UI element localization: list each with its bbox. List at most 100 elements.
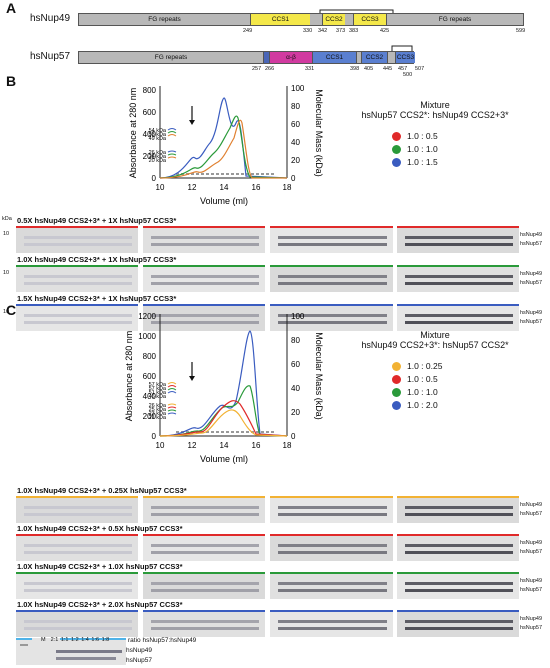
mass-label: 49 kDa: [149, 136, 167, 142]
gel-band: [24, 620, 132, 623]
gel-band: [278, 582, 387, 585]
gel-band: [24, 506, 132, 509]
gel-color-bar: [397, 496, 519, 498]
gel-band: [24, 275, 132, 278]
band-label: hsNup57: [520, 280, 543, 286]
gel-band: [24, 282, 132, 285]
nup49-tick: 383: [349, 28, 359, 34]
gel-band: [151, 544, 259, 547]
panel-letter-b: B: [6, 73, 17, 89]
y-left-label: Absorbance at 280 nm: [124, 331, 134, 422]
trace-red: [159, 400, 288, 437]
mass-label: 26 kDa: [149, 150, 167, 156]
yl-tick: 1200: [138, 312, 156, 321]
x-tick: 12: [188, 183, 197, 192]
gel-strip: [397, 496, 519, 523]
gel-strip: [16, 265, 138, 292]
sec-chart-c: 0 200 400 600 800 1000 1200 0 20 40 60 8…: [124, 312, 324, 464]
gel-strip: [16, 226, 138, 253]
gel-band: [405, 620, 513, 623]
gel-strip: [16, 304, 138, 331]
gel-strip: [397, 534, 519, 561]
gel-band: [405, 627, 513, 630]
ratio-lanes: M 2:1 1:1 1:2 1:4 1:6 1:8: [41, 637, 110, 643]
gel-strip: [270, 496, 393, 523]
mass-label: 24 kDa: [149, 154, 167, 160]
nup49-tick: 599: [516, 28, 526, 34]
gel-color-bar: [16, 304, 138, 306]
mass-label: 57 kDa: [149, 382, 167, 388]
yl-tick: 400: [143, 392, 157, 401]
gel-band: [151, 627, 259, 630]
mass-label: 23 kDa: [149, 411, 167, 417]
nup57-ccs3: CCS3: [395, 52, 415, 63]
trace-yellow: [159, 409, 288, 437]
gel-band: [151, 620, 259, 623]
gel-color-bar: [270, 534, 393, 536]
ratio-caption: ratio hsNup57:hsNup49: [128, 637, 197, 644]
gel-color-bar: [270, 496, 393, 498]
gel-strip: [16, 572, 138, 599]
gel-band: [405, 321, 513, 324]
gel-strip: [270, 265, 393, 292]
nup57-tick: 507: [415, 66, 425, 72]
gel-color-bar: [143, 226, 265, 228]
gel-color-bar: [16, 265, 138, 267]
band-label: hsNup57: [520, 319, 543, 325]
gel-c-title: 1.0X hsNup49 CCS2+3* + 2.0X hsNup57 CCS3…: [17, 600, 183, 609]
gel-band: [278, 321, 387, 324]
yl-tick: 200: [143, 152, 157, 161]
yr-tick: 40: [291, 138, 300, 147]
gel-color-bar: [16, 610, 138, 612]
gel-band: [278, 627, 387, 630]
gel-band: [151, 506, 259, 509]
nup49-fg-n: FG repeats: [79, 14, 250, 25]
gel-b-title: 0.5X hsNup49 CCS2+3* + 1X hsNup57 CCS3*: [17, 216, 177, 225]
nup49-tick: 373: [336, 28, 346, 34]
gel-color-bar: [143, 534, 265, 536]
gel-band: [278, 314, 387, 317]
legend-item: 1.0 : 0.5: [392, 131, 438, 144]
legend-item: 1.0 : 0.25: [392, 361, 442, 374]
gel-strip: [270, 610, 393, 637]
gel-strip: [16, 610, 138, 637]
gel-band: [151, 551, 259, 554]
band-label: hsNup49: [520, 271, 543, 277]
nup49-tick: 330: [303, 28, 313, 34]
gel-strip: [270, 304, 393, 331]
legend-b-items: 1.0 : 0.5 1.0 : 1.0 1.0 : 1.5: [392, 131, 438, 170]
band-label: hsNup57: [520, 511, 543, 517]
gel-band: [151, 513, 259, 516]
gel-strip: [270, 534, 393, 561]
kda-label: kDa: [2, 216, 12, 222]
gel-band: [278, 275, 387, 278]
gel-strip: [397, 304, 519, 331]
band-label: hsNup57: [520, 587, 543, 593]
trace-orange: [159, 119, 287, 179]
yl-tick: 200: [143, 412, 157, 421]
gel-band: [24, 589, 132, 592]
gel-color-bar: [397, 534, 519, 536]
x-axis-label: Volume (ml): [200, 454, 248, 464]
mass-label: 25 kDa: [149, 407, 167, 413]
nup49-fg-c: FG repeats: [386, 14, 523, 25]
sec-chart-b: 0 200 400 600 800 0 20 40 60 80 100 10 1…: [128, 84, 324, 206]
trace-green: [159, 115, 288, 179]
nup49-ccs2: CCS2: [322, 14, 345, 25]
band-label: hsNup57: [520, 625, 543, 631]
legend-subtitle: hsNup49 CCS2+3*: hsNup57 CCS2*: [361, 340, 509, 350]
band-label: hsNup57: [520, 241, 543, 247]
nup57-tick: 405: [364, 66, 374, 72]
gel-band: [24, 582, 132, 585]
gel-color-bar: [143, 610, 265, 612]
nup57-linker: [263, 52, 269, 63]
gel-band: [405, 513, 513, 516]
band-label: hsNup49: [520, 502, 543, 508]
x-tick: 16: [252, 183, 261, 192]
mass-label: 21 kDa: [149, 415, 167, 421]
gel-band: [24, 236, 132, 239]
gel-b-title: 1.0X hsNup49 CCS2+3* + 1X hsNup57 CCS3*: [17, 255, 177, 264]
legend-item: 1.0 : 2.0: [392, 400, 442, 413]
gel-c-title: 1.0X hsNup49 CCS2+3* + 1.0X hsNup57 CCS3…: [17, 562, 183, 571]
gel-band: [24, 243, 132, 246]
